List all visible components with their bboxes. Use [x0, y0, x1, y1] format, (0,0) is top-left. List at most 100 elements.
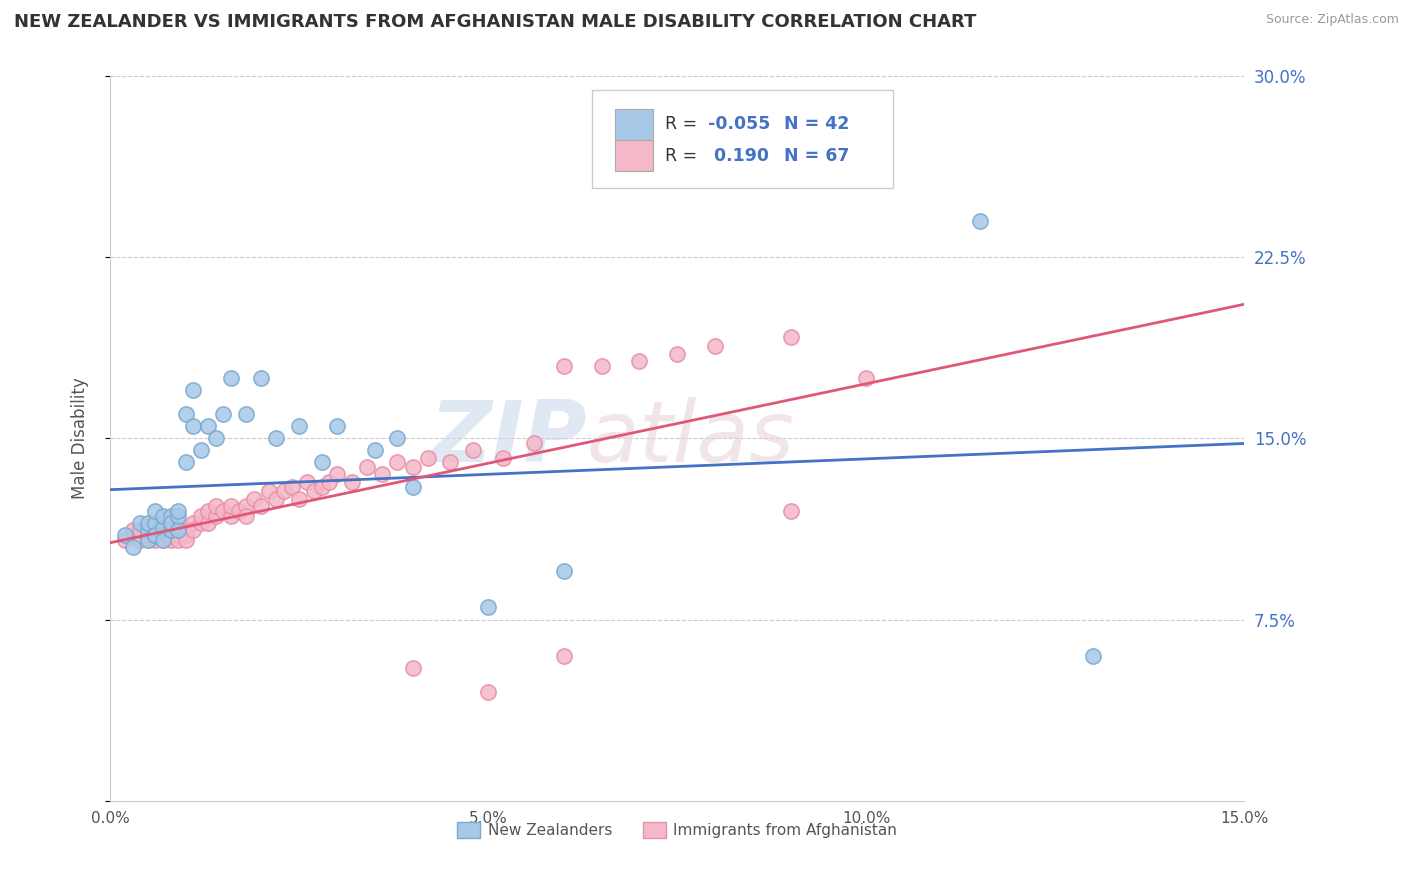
Point [197, 516, 219, 530]
Point [266, 491, 288, 506]
Point [145, 528, 167, 542]
Point [174, 533, 197, 547]
Text: N = 42: N = 42 [783, 115, 849, 134]
Point [145, 528, 167, 542]
Point [167, 533, 190, 547]
Point [190, 443, 212, 458]
Point [145, 533, 167, 547]
Point [136, 528, 159, 542]
Point [356, 460, 378, 475]
Point [136, 533, 159, 547]
Text: Source: ZipAtlas.com: Source: ZipAtlas.com [1265, 13, 1399, 27]
Point [219, 499, 242, 513]
Point [235, 499, 257, 513]
Point [1081, 648, 1104, 663]
Point [364, 443, 387, 458]
Point [242, 491, 264, 506]
Point [401, 460, 423, 475]
Point [174, 528, 197, 542]
Text: ZIP: ZIP [429, 397, 586, 480]
Point [205, 431, 228, 445]
Point [159, 516, 181, 530]
Point [302, 484, 325, 499]
FancyBboxPatch shape [592, 90, 893, 188]
Point [439, 455, 461, 469]
Point [145, 504, 167, 518]
Point [779, 329, 801, 343]
Point [114, 533, 136, 547]
Point [129, 533, 152, 547]
Point [311, 479, 333, 493]
Point [136, 523, 159, 537]
Y-axis label: Male Disability: Male Disability [72, 377, 89, 500]
Point [387, 431, 409, 445]
Point [477, 600, 499, 615]
Point [340, 475, 363, 489]
Point [181, 383, 204, 397]
Point [553, 564, 575, 578]
Point [212, 407, 235, 421]
Point [288, 419, 311, 434]
Point [136, 533, 159, 547]
Point [969, 213, 991, 227]
Point [181, 523, 204, 537]
Point [235, 407, 257, 421]
Point [145, 528, 167, 542]
Point [326, 419, 349, 434]
Point [257, 484, 280, 499]
Point [280, 479, 302, 493]
Point [159, 533, 181, 547]
Point [121, 523, 143, 537]
Point [152, 533, 174, 547]
Point [855, 370, 877, 384]
Point [219, 370, 242, 384]
Point [311, 455, 333, 469]
Point [205, 499, 228, 513]
Point [228, 504, 250, 518]
Point [190, 508, 212, 523]
Point [416, 450, 439, 465]
Point [152, 523, 174, 537]
Point [152, 521, 174, 535]
Point [145, 523, 167, 537]
Point [159, 523, 181, 537]
Point [326, 467, 349, 482]
Point [461, 443, 484, 458]
Point [197, 504, 219, 518]
Point [174, 523, 197, 537]
Text: N = 67: N = 67 [783, 146, 849, 165]
Point [181, 419, 204, 434]
Text: -0.055: -0.055 [707, 115, 770, 134]
Point [666, 346, 689, 360]
Point [492, 450, 515, 465]
Point [145, 516, 167, 530]
Point [628, 354, 651, 368]
Point [114, 528, 136, 542]
Point [401, 479, 423, 493]
Point [371, 467, 394, 482]
Point [159, 528, 181, 542]
Point [219, 508, 242, 523]
Point [591, 359, 613, 373]
Point [205, 508, 228, 523]
Point [266, 431, 288, 445]
Point [387, 455, 409, 469]
Point [212, 504, 235, 518]
Point [401, 661, 423, 675]
Point [235, 508, 257, 523]
Point [129, 516, 152, 530]
Point [522, 436, 544, 450]
Point [159, 508, 181, 523]
Text: atlas: atlas [586, 397, 794, 480]
Point [159, 523, 181, 537]
FancyBboxPatch shape [614, 109, 654, 140]
Text: R =: R = [665, 146, 703, 165]
Point [167, 528, 190, 542]
Point [152, 533, 174, 547]
Point [136, 516, 159, 530]
Point [174, 455, 197, 469]
Point [779, 504, 801, 518]
Point [121, 540, 143, 554]
Point [273, 484, 295, 499]
Text: R =: R = [665, 115, 703, 134]
